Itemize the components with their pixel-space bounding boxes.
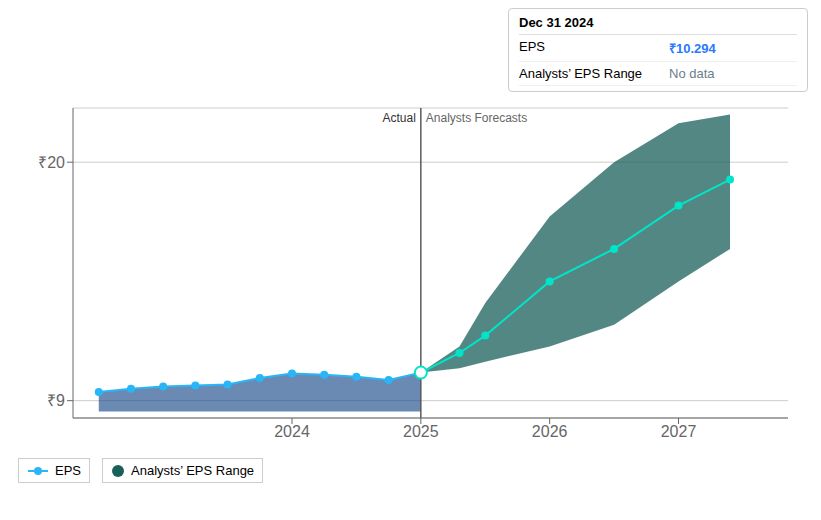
html-text:EPS: EPS — [519, 39, 545, 54]
html-text:Analysts’ EPS Range: Analysts’ EPS Range — [519, 66, 643, 81]
svg-text:Actual: Actual — [382, 111, 415, 125]
html-text:₹10.294: ₹10.294 — [669, 41, 716, 56]
svg-text:Analysts Forecasts: Analysts Forecasts — [426, 111, 527, 125]
html-text:EPS: EPS — [55, 463, 81, 478]
html-text:Analysts’ EPS Range: Analysts’ EPS Range — [131, 463, 255, 478]
svg-text:₹9: ₹9 — [47, 392, 65, 409]
svg-text:₹20: ₹20 — [38, 154, 65, 171]
html-text:No data: No data — [669, 66, 715, 81]
svg-text:2026: 2026 — [532, 423, 568, 440]
svg-text:2024: 2024 — [274, 423, 310, 440]
svg-text:2027: 2027 — [661, 423, 697, 440]
html-text:Dec 31 2024: Dec 31 2024 — [519, 15, 594, 30]
svg-text:2025: 2025 — [403, 423, 439, 440]
